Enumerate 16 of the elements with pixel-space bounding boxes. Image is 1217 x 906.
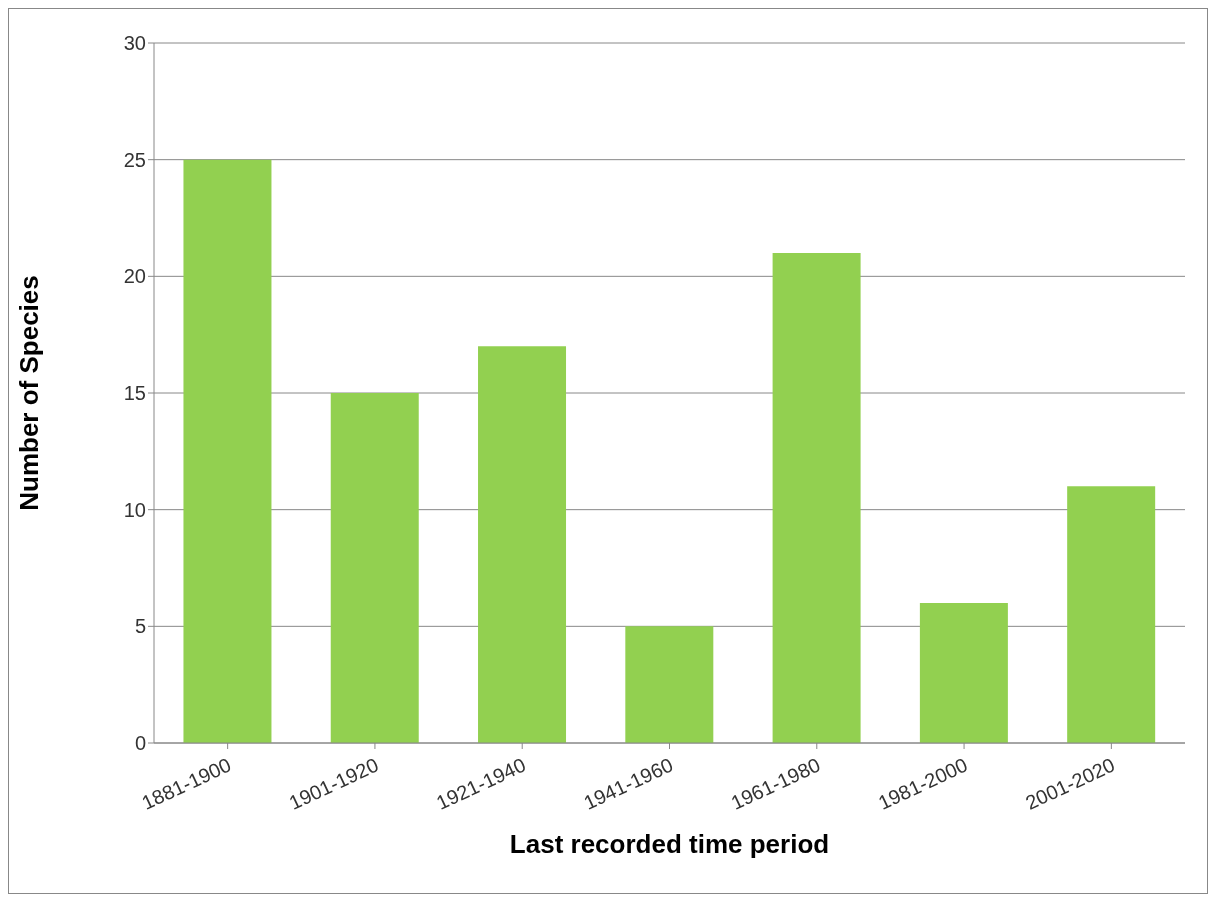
bar — [330, 393, 419, 743]
bar — [919, 603, 1008, 743]
y-tick-label: 0 — [134, 732, 146, 755]
bar — [183, 159, 272, 743]
bar — [478, 346, 567, 743]
bar — [772, 253, 861, 743]
y-tick-label: 15 — [123, 382, 146, 405]
y-tick-label: 25 — [123, 148, 146, 171]
y-axis-title: Number of Species — [14, 275, 45, 511]
y-tick-label: 10 — [123, 498, 146, 521]
y-tick-label: 5 — [134, 615, 146, 638]
bar — [1067, 486, 1156, 743]
bar — [625, 626, 714, 743]
y-tick-label: 30 — [123, 32, 146, 55]
x-axis-title: Last recorded time period — [509, 829, 830, 859]
y-tick-label: 20 — [123, 265, 146, 288]
